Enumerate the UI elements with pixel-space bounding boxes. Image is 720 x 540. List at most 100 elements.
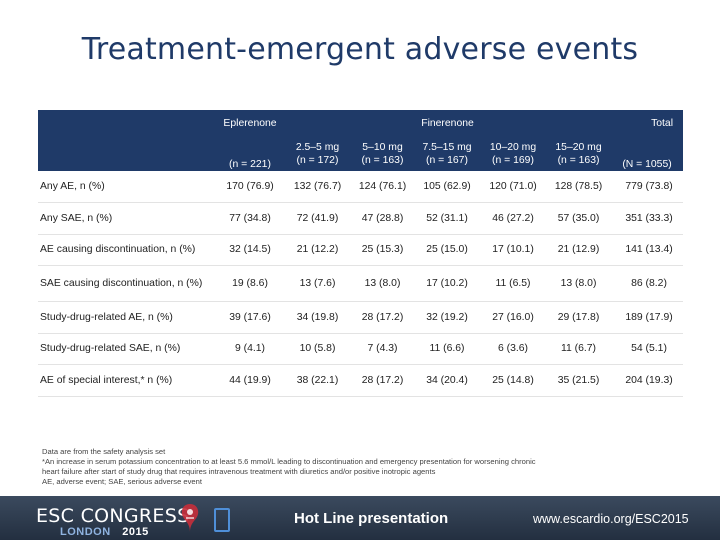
banner-city: LONDON (60, 526, 111, 538)
table-cell: 21 (12.9) (557, 244, 600, 256)
table-row: Any SAE, n (%) 77 (34.8) 72 (41.9) 47 (2… (38, 203, 684, 234)
table-cell: 6 (3.6) (497, 343, 529, 355)
table-cell: 44 (19.9) (229, 374, 271, 386)
table-cell-total: 189 (17.9) (625, 311, 673, 323)
table-cell: 47 (28.8) (361, 212, 404, 224)
table-cell: 57 (35.0) (557, 212, 600, 224)
table-cell: 13 (8.0) (364, 278, 401, 289)
table-row: AE of special interest,* n (%) 44 (19.9)… (38, 365, 684, 396)
row-label: AE of special interest,* n (%) (40, 374, 173, 386)
table-cell: 72 (41.9) (296, 212, 339, 224)
table-cell-total: 54 (5.1) (631, 343, 667, 355)
n-label: (n = 169) (492, 154, 534, 166)
table-cell: 46 (27.2) (492, 212, 534, 224)
footnote-special-interest-cont: heart failure after start of study drug … (42, 467, 436, 477)
table-cell-total: 141 (13.4) (625, 244, 673, 256)
table-cell-total: 351 (33.3) (625, 212, 673, 224)
footer-banner: ESC CONGRESS LONDON 2015 Hot Line presen… (0, 496, 720, 540)
table-cell: 13 (7.6) (299, 278, 336, 289)
footnote-special-interest: *An increase in serum potassium concentr… (42, 457, 536, 467)
table-cell: 170 (76.9) (226, 181, 274, 192)
table-cell-total: 204 (19.3) (625, 374, 673, 386)
table-cell: 7 (4.3) (367, 343, 398, 355)
congress-logo-icon (181, 504, 199, 532)
banner-year: 2015 (122, 526, 149, 538)
table-cell: 32 (14.5) (229, 244, 271, 256)
row-label: AE causing discontinuation, n (%) (40, 244, 196, 256)
n-label: (n = 172) (296, 154, 339, 166)
n-label: (n = 163) (361, 154, 404, 166)
row-label: SAE causing discontinuation, n (%) (40, 278, 203, 289)
dose-label: 2.5–5 mg (295, 142, 340, 154)
banner-hotline-label: Hot Line presentation (294, 510, 449, 527)
frame-icon (214, 508, 230, 532)
table-cell: 38 (22.1) (296, 374, 339, 386)
table-cell: 25 (14.8) (492, 374, 534, 386)
table-cell: 11 (6.6) (429, 343, 465, 355)
table-cell-total: 86 (8.2) (631, 278, 667, 289)
footnotes: Data are from the safety analysis set *A… (42, 447, 682, 487)
table-cell: 29 (17.8) (557, 311, 600, 323)
table-cell: 128 (78.5) (554, 181, 603, 192)
table-cell: 34 (19.8) (296, 311, 339, 323)
table-cell: 9 (4.1) (234, 343, 266, 355)
table-cell: 19 (8.6) (232, 278, 268, 289)
adverse-events-table: Eplerenone Finerenone Total (n = 221) 2.… (38, 110, 684, 397)
table-cell: 77 (34.8) (229, 212, 271, 224)
header-eplerenone: Eplerenone (223, 117, 277, 129)
table-cell: 105 (62.9) (423, 181, 471, 192)
table-cell: 27 (16.0) (492, 311, 534, 323)
table-cell: 11 (6.7) (560, 343, 597, 355)
table-cell-total: 779 (73.8) (625, 181, 673, 192)
table-cell: 10 (5.8) (299, 343, 336, 355)
group-header-row: Eplerenone Finerenone Total (38, 110, 684, 171)
footnote-abbreviations: AE, adverse event; SAE, serious adverse … (42, 477, 202, 487)
n-header-eplerenone: (n = 221) (229, 158, 271, 170)
row-label: Any SAE, n (%) (40, 212, 113, 224)
row-label: Study-drug-related SAE, n (%) (40, 343, 181, 355)
table-cell: 17 (10.2) (426, 278, 468, 289)
row-label: Study-drug-related AE, n (%) (40, 311, 173, 323)
table-row: Study-drug-related SAE, n (%) 9 (4.1) 10… (38, 333, 684, 365)
table-cell: 52 (31.1) (426, 212, 468, 224)
header-total: Total (651, 117, 674, 129)
dose-label: 5–10 mg (362, 142, 403, 154)
table-cell: 13 (8.0) (560, 278, 597, 289)
table-row: AE causing discontinuation, n (%) 32 (14… (38, 234, 684, 266)
footnote-data-source: Data are from the safety analysis set (42, 447, 166, 456)
dose-label: 10–20 mg (489, 142, 537, 154)
banner-location: LONDON 2015 (60, 526, 149, 538)
table-cell: 11 (6.5) (495, 278, 531, 289)
slide-title: Treatment-emergent adverse events (81, 32, 639, 67)
header-finerenone: Finerenone (421, 117, 474, 129)
table-row: Any AE, n (%) 170 (76.9) 132 (76.7) 124 … (38, 171, 684, 203)
table-cell: 39 (17.6) (229, 311, 271, 323)
table-cell: 120 (71.0) (489, 181, 537, 192)
table-cell: 34 (20.4) (426, 374, 468, 386)
dose-header-1: 2.5–5 mg (n = 172) (284, 138, 351, 171)
table-row: Study-drug-related AE, n (%) 39 (17.6) 3… (38, 302, 684, 333)
dose-header-3: 7.5–15 mg (n = 167) (414, 138, 480, 171)
table-cell: 28 (17.2) (361, 374, 404, 386)
row-label: Any AE, n (%) (40, 181, 105, 192)
table-cell: 132 (76.7) (293, 181, 342, 192)
n-label: (n = 163) (557, 154, 600, 166)
table-cell: 25 (15.0) (426, 244, 468, 256)
banner-brand: ESC CONGRESS (36, 505, 190, 527)
dose-header-4: 10–20 mg (n = 169) (480, 138, 546, 171)
table-cell: 35 (21.5) (557, 374, 600, 386)
dose-label: 15–20 mg (555, 142, 602, 154)
table-cell: 32 (19.2) (426, 311, 468, 323)
table-cell: 25 (15.3) (361, 244, 404, 256)
n-header-total: (N = 1055) (622, 158, 672, 170)
banner-url: www.escardio.org/ESC2015 (533, 512, 689, 526)
header-corner (38, 110, 216, 171)
table-cell: 21 (12.2) (296, 244, 339, 256)
dose-header-2: 5–10 mg (n = 163) (351, 138, 414, 171)
n-label: (n = 167) (426, 154, 468, 166)
dose-label: 7.5–15 mg (422, 142, 472, 154)
table-cell: 28 (17.2) (361, 311, 404, 323)
table-cell: 124 (76.1) (358, 181, 407, 192)
table-row: SAE causing discontinuation, n (%) 19 (8… (38, 266, 684, 302)
table-cell: 17 (10.1) (492, 244, 534, 256)
